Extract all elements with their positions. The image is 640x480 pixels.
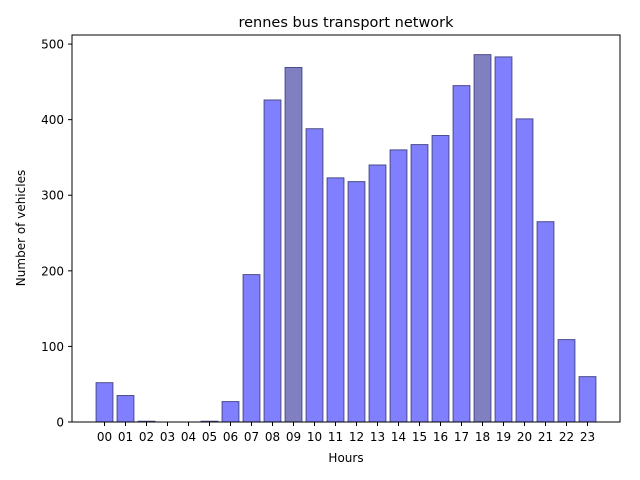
x-tick-label-12: 12 (349, 430, 364, 444)
bar-10 (305, 128, 324, 423)
x-tick-label-10: 10 (307, 430, 322, 444)
bar-00 (95, 382, 114, 423)
bar-14 (389, 149, 408, 423)
x-tick-label-05: 05 (202, 430, 217, 444)
y-tick-label-0: 0 (56, 416, 64, 430)
bar-01 (116, 395, 135, 423)
x-tick-label-20: 20 (517, 430, 532, 444)
x-tick-label-06: 06 (223, 430, 238, 444)
chart-title: rennes bus transport network (238, 15, 454, 31)
bar-13 (368, 164, 387, 423)
x-tick-label-23: 23 (580, 430, 595, 444)
x-tick-label-08: 08 (265, 430, 280, 444)
x-tick-label-04: 04 (181, 430, 196, 444)
x-tick-label-22: 22 (559, 430, 574, 444)
x-tick-label-17: 17 (454, 430, 469, 444)
bar-16 (431, 135, 450, 423)
x-tick-label-11: 11 (328, 430, 343, 444)
x-tick-label-18: 18 (475, 430, 490, 444)
plot-frame (71, 34, 621, 423)
x-tick-label-13: 13 (370, 430, 385, 444)
bar-22 (557, 339, 576, 423)
y-axis-label: Number of vehicles (14, 170, 28, 286)
bar-08 (263, 99, 282, 423)
x-axis-label: Hours (328, 451, 363, 465)
bar-09 (284, 67, 303, 423)
x-axis-ticks: 00 01 02 03 04 05 06 07 08 09 10 11 12 13 14 15 16 17 18 19… (97, 422, 595, 444)
bar-18 (473, 54, 492, 423)
x-tick-label-09: 09 (286, 430, 301, 444)
y-tick-label-300: 300 (41, 189, 64, 203)
x-tick-label-03: 03 (160, 430, 175, 444)
bar-07 (242, 274, 261, 423)
x-tick-label-07: 07 (244, 430, 259, 444)
y-axis-ticks: 0 100 200 300 400 500 (41, 38, 72, 430)
x-tick-label-16: 16 (433, 430, 448, 444)
x-tick-label-01: 01 (118, 430, 133, 444)
x-tick-label-02: 02 (139, 430, 154, 444)
y-tick-label-400: 400 (41, 113, 64, 127)
x-tick-label-00: 00 (97, 430, 112, 444)
x-tick-label-19: 19 (496, 430, 511, 444)
bar-19 (494, 56, 513, 423)
bar-20 (515, 118, 534, 423)
x-tick-label-14: 14 (391, 430, 406, 444)
x-tick-label-15: 15 (412, 430, 427, 444)
y-tick-label-100: 100 (41, 340, 64, 354)
bar-12 (347, 181, 366, 423)
x-tick-label-21: 21 (538, 430, 553, 444)
bar-23 (578, 376, 597, 423)
bar-11 (326, 177, 345, 423)
bar-15 (410, 144, 429, 423)
bars (95, 54, 597, 423)
y-tick-label-200: 200 (41, 264, 64, 278)
bar-06 (221, 401, 240, 423)
bar-21 (536, 221, 555, 423)
y-tick-label-500: 500 (41, 38, 64, 52)
bar-17 (452, 85, 471, 423)
